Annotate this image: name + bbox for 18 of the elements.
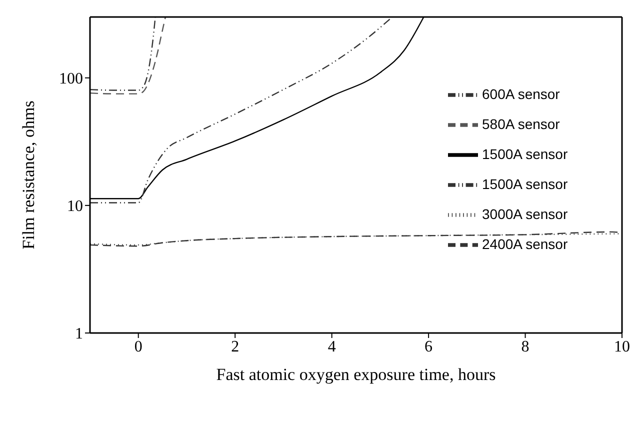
legend-label: 3000A sensor xyxy=(482,206,568,222)
y-axis-title: Film resistance, ohms xyxy=(19,100,38,250)
legend-label: 2400A sensor xyxy=(482,236,568,252)
y-tick-label: 10 xyxy=(67,198,83,216)
legend-label: 1500A sensor xyxy=(482,146,568,162)
y-tick-label: 100 xyxy=(59,70,83,88)
x-tick-label: 8 xyxy=(521,338,530,356)
x-axis-title: Fast atomic oxygen exposure time, hours xyxy=(216,365,496,384)
x-tick-label: 4 xyxy=(328,338,336,356)
x-tick-label: 2 xyxy=(231,338,240,356)
y-tick-label: 1 xyxy=(75,326,83,343)
x-tick-label: 10 xyxy=(614,338,630,356)
x-tick-label: 6 xyxy=(424,338,433,356)
legend-label: 580A sensor xyxy=(482,116,560,132)
line-series xyxy=(90,17,166,94)
legend-label: 600A sensor xyxy=(482,86,560,102)
legend-label: 1500A sensor xyxy=(482,176,568,192)
x-tick-label: 0 xyxy=(134,338,142,356)
